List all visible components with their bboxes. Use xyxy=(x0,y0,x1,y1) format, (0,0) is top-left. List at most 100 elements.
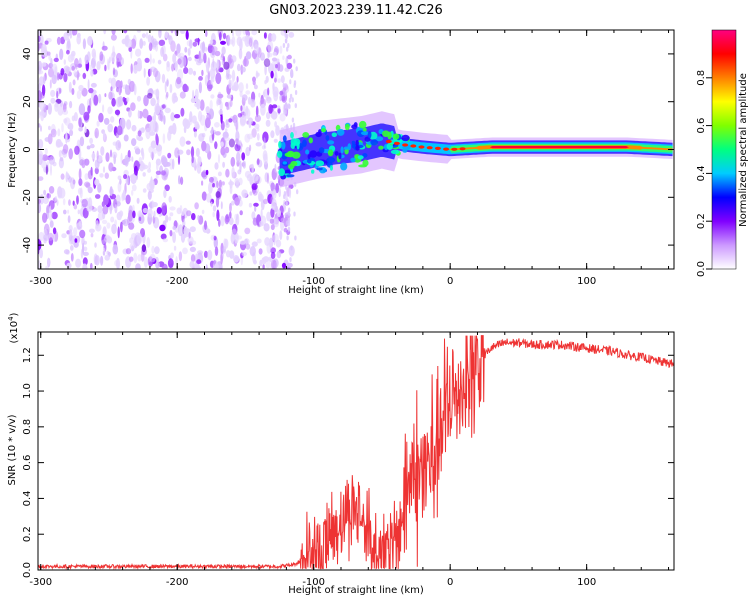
noise-blob xyxy=(182,83,188,93)
noise-blob xyxy=(209,39,214,45)
noise-blob xyxy=(251,163,254,174)
noise-blob xyxy=(134,148,141,155)
noise-blob xyxy=(43,237,47,244)
noise-blob xyxy=(214,131,221,136)
noise-blob xyxy=(224,146,230,154)
noise-blob xyxy=(50,89,56,98)
noise-blob xyxy=(270,207,275,218)
noise-blob xyxy=(88,228,95,233)
noise-blob xyxy=(263,198,268,205)
noise-blob xyxy=(128,256,134,262)
noise-blob xyxy=(216,209,220,222)
noise-blob xyxy=(131,189,134,196)
noise-blob xyxy=(98,112,104,123)
noise-blob xyxy=(270,259,277,269)
spectrogram-x-tick-label: 100 xyxy=(577,276,596,287)
noise-blob xyxy=(265,119,271,127)
noise-blob xyxy=(68,176,72,183)
signal-blob xyxy=(340,146,344,154)
noise-blob xyxy=(132,210,136,219)
noise-blob xyxy=(128,222,135,230)
noise-blob xyxy=(83,111,90,121)
noise-blob xyxy=(286,220,289,226)
noise-blob xyxy=(209,176,214,184)
noise-blob xyxy=(150,176,153,187)
noise-blob xyxy=(275,63,278,69)
noise-blob xyxy=(180,107,185,117)
noise-blob xyxy=(151,201,158,208)
noise-blob xyxy=(229,250,235,259)
noise-blob xyxy=(123,174,128,180)
snr-y-tick-label: 0.0 xyxy=(22,562,33,578)
noise-blob xyxy=(207,45,213,54)
noise-blob xyxy=(38,231,45,242)
noise-blob xyxy=(164,81,167,93)
noise-blob xyxy=(136,134,139,140)
noise-blob xyxy=(187,56,192,62)
noise-blob xyxy=(106,236,113,244)
spectrogram-y-tick-label: -40 xyxy=(22,237,33,253)
noise-blob xyxy=(76,90,82,100)
noise-blob xyxy=(161,170,166,176)
noise-blob xyxy=(111,223,117,235)
noise-blob xyxy=(191,155,194,164)
noise-blob xyxy=(130,102,136,112)
noise-blob xyxy=(280,75,285,84)
snr-frame xyxy=(37,331,675,571)
noise-blob xyxy=(174,147,180,158)
noise-blob xyxy=(46,205,50,214)
noise-blob xyxy=(166,79,169,87)
noise-blob xyxy=(234,197,240,206)
noise-blob xyxy=(108,56,111,64)
noise-blob xyxy=(41,43,47,55)
noise-blob xyxy=(216,180,219,188)
noise-blob xyxy=(225,168,230,178)
noise-blob xyxy=(158,39,166,46)
signal-blob xyxy=(370,139,379,146)
signal-blob xyxy=(362,127,367,132)
noise-blob xyxy=(164,107,171,114)
noise-blob xyxy=(187,47,191,56)
noise-blob xyxy=(231,166,235,179)
noise-blob xyxy=(239,160,242,173)
noise-blob xyxy=(74,238,78,243)
noise-blob xyxy=(41,62,47,67)
noise-blob xyxy=(253,259,257,265)
noise-blob xyxy=(286,235,289,241)
noise-blob xyxy=(286,46,289,52)
noise-blob xyxy=(199,99,205,111)
noise-blob xyxy=(82,72,87,79)
noise-blob xyxy=(252,189,258,196)
noise-blob xyxy=(255,142,262,147)
noise-blob xyxy=(184,119,191,129)
noise-blob xyxy=(174,30,179,37)
noise-blob xyxy=(105,152,110,163)
noise-blob xyxy=(155,158,161,166)
noise-blob xyxy=(197,156,202,166)
noise-blob xyxy=(195,147,200,157)
signal-blob xyxy=(309,150,318,158)
signal-blob xyxy=(296,141,300,150)
noise-blob xyxy=(124,154,129,167)
noise-blob xyxy=(155,144,163,152)
noise-blob xyxy=(196,259,202,265)
noise-blob xyxy=(99,51,104,61)
noise-blob xyxy=(171,92,177,104)
noise-blob xyxy=(78,84,84,92)
noise-blob xyxy=(162,133,166,144)
noise-blob xyxy=(155,261,160,269)
noise-blob xyxy=(39,248,43,259)
noise-blob xyxy=(228,118,233,123)
noise-blob xyxy=(137,210,143,219)
noise-blob xyxy=(290,248,294,256)
noise-blob xyxy=(78,117,82,128)
noise-blob xyxy=(270,202,277,210)
signal-peak xyxy=(459,147,466,151)
noise-blob xyxy=(99,173,104,178)
noise-blob xyxy=(123,134,129,142)
noise-blob xyxy=(158,113,163,122)
noise-blob xyxy=(271,57,278,62)
noise-blob xyxy=(194,102,200,108)
noise-blob xyxy=(253,202,259,207)
noise-blob xyxy=(272,86,279,98)
